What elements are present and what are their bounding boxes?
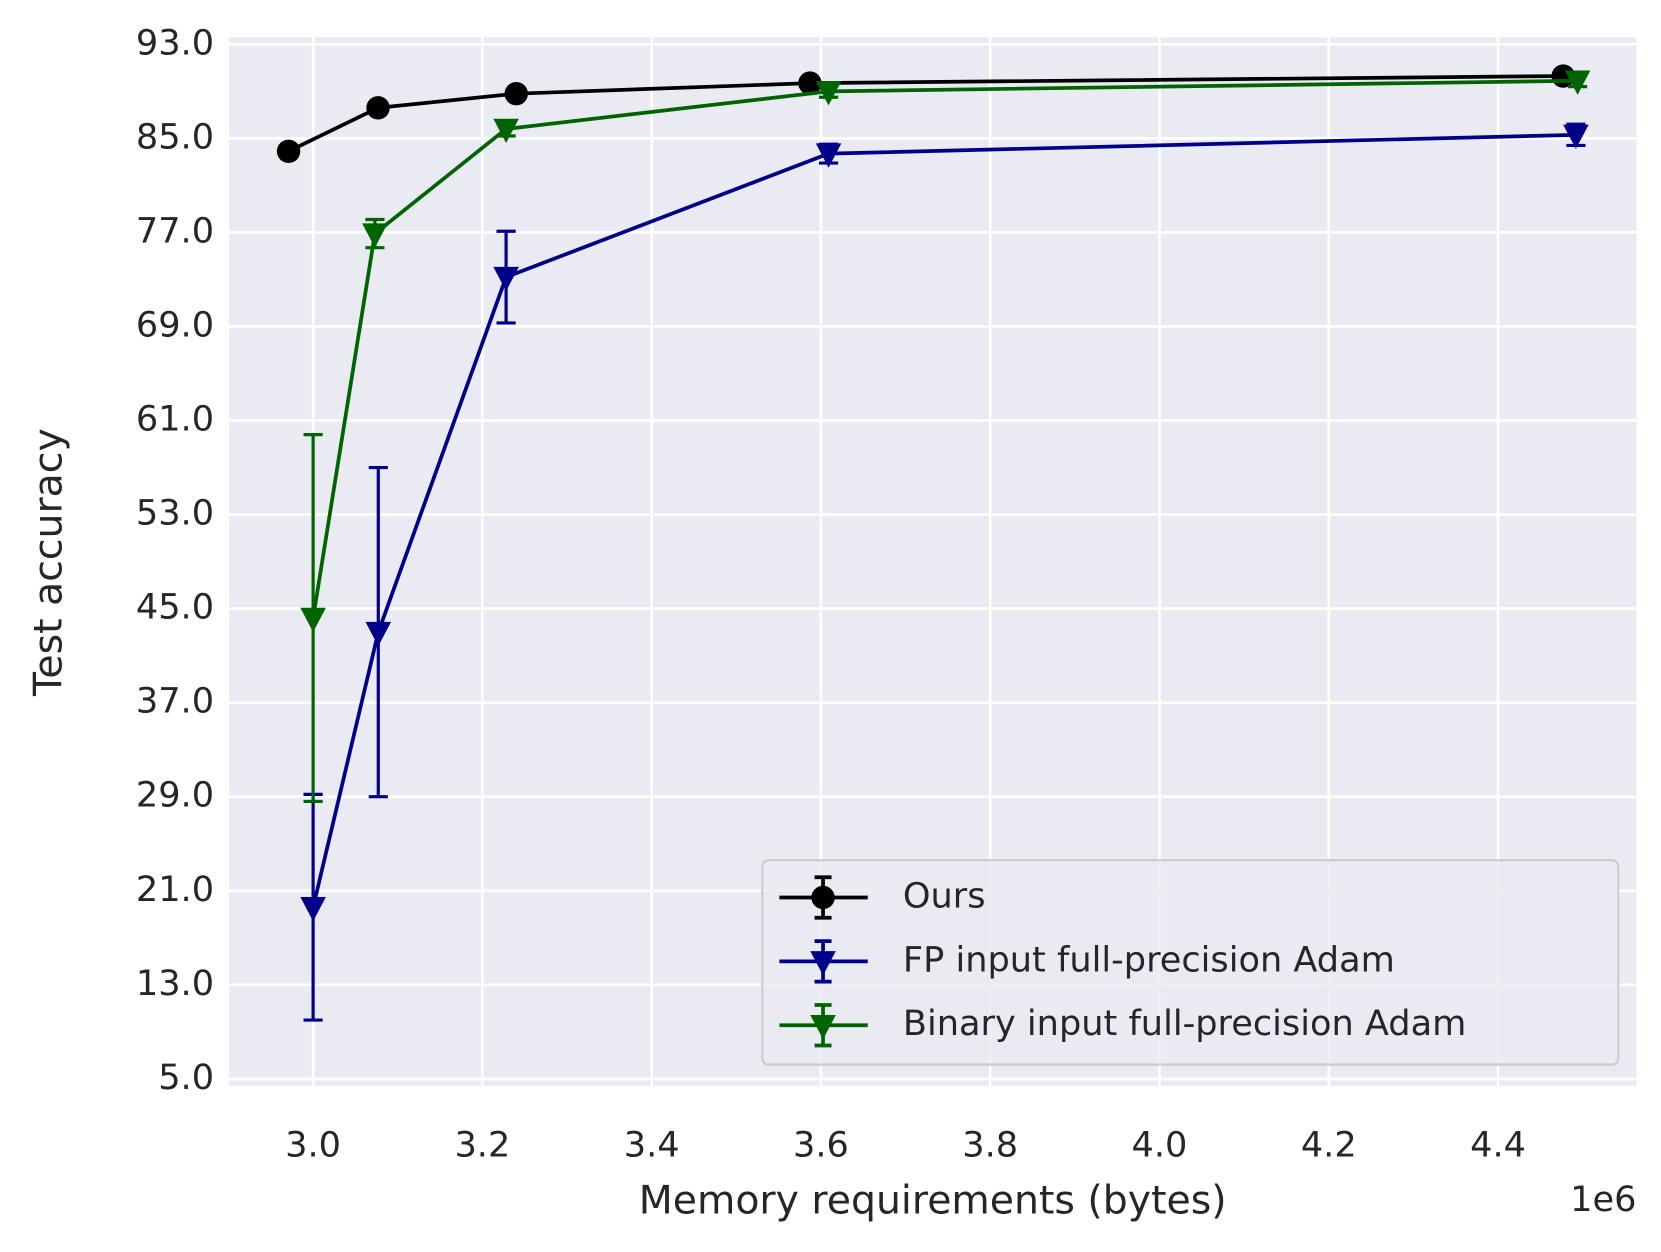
x-tick-label: 3.8	[962, 1125, 1018, 1166]
marker	[300, 607, 326, 633]
x-tick-label: 3.6	[793, 1125, 849, 1166]
y-tick-label: 61.0	[136, 399, 214, 440]
marker	[300, 897, 326, 922]
marker	[1563, 124, 1589, 149]
x-tick-label: 4.0	[1132, 1125, 1188, 1166]
y-tick-label: 13.0	[136, 963, 214, 1004]
x-tick-label: 3.2	[454, 1125, 510, 1166]
marker	[366, 96, 390, 120]
y-tick-label: 93.0	[136, 22, 214, 63]
marker	[493, 118, 519, 144]
y-tick-label: 29.0	[136, 775, 214, 816]
y-tick-label: 77.0	[136, 210, 214, 251]
x-tick-label: 3.0	[285, 1125, 341, 1166]
y-tick-label: 53.0	[136, 493, 214, 534]
marker	[362, 223, 388, 248]
x-axis-label: Memory requirements (bytes)	[639, 1178, 1227, 1224]
y-tick-label: 21.0	[136, 869, 214, 910]
legend-marker	[810, 951, 836, 976]
marker	[493, 266, 519, 292]
y-tick-label: 69.0	[136, 304, 214, 345]
x-tick-label: 4.2	[1301, 1125, 1357, 1166]
marker	[504, 81, 528, 106]
marker	[798, 71, 822, 95]
x-offset-label: 1e6	[1570, 1179, 1636, 1220]
y-tick-label: 85.0	[136, 116, 214, 157]
legend-marker	[810, 1015, 836, 1040]
y-tick-label: 37.0	[136, 681, 214, 722]
legend-marker	[811, 885, 835, 910]
x-tick-label: 3.4	[624, 1125, 680, 1166]
marker	[365, 621, 392, 647]
legend-label: Ours	[903, 875, 986, 916]
x-tick-label: 4.4	[1470, 1125, 1526, 1166]
marker	[815, 143, 842, 168]
legend-box	[761, 859, 1620, 1066]
y-tick-label: 5.0	[158, 1057, 214, 1098]
legend: Ours FP input full-precision Adam Binary i…	[761, 859, 1620, 1066]
marker	[815, 81, 842, 106]
legend-label: FP input full-precision Adam	[903, 939, 1395, 980]
y-tick-label: 45.0	[136, 587, 214, 628]
legend-label: Binary input full-precision Adam	[903, 1003, 1466, 1044]
y-axis-label: Test accuracy	[26, 428, 72, 697]
marker	[1564, 70, 1591, 95]
marker	[276, 139, 301, 164]
